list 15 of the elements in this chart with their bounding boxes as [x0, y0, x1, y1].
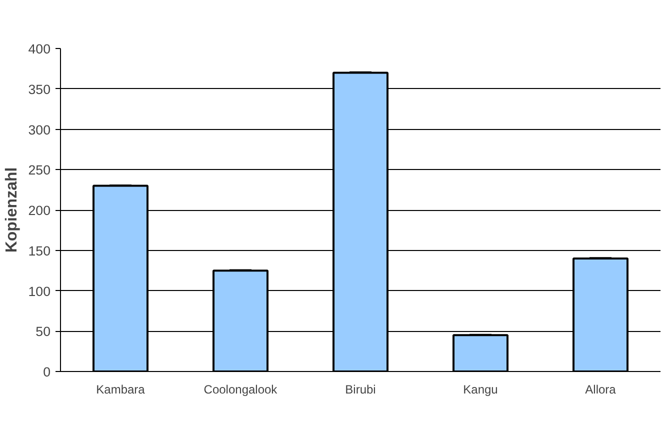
y-tick-label: 50	[36, 324, 51, 340]
y-tick-label: 200	[28, 203, 51, 218]
x-tick-label: Kangu	[463, 382, 498, 396]
y-tick-label: 350	[28, 82, 51, 97]
x-tick-label: Kambara	[96, 382, 146, 396]
y-tick-label: 100	[28, 284, 51, 299]
y-tick-label: 150	[28, 243, 51, 258]
y-tick-label: 250	[28, 162, 51, 178]
x-tick-label: Birubi	[345, 382, 376, 396]
x-tick-label: Allora	[585, 382, 616, 396]
y-tick-label: 400	[28, 42, 51, 56]
x-tick-label: Coolongalook	[204, 382, 278, 396]
y-axis-title: Kopienzahl	[3, 167, 20, 253]
y-tick-label: 0	[43, 364, 51, 380]
y-tick-label: 300	[28, 122, 51, 138]
